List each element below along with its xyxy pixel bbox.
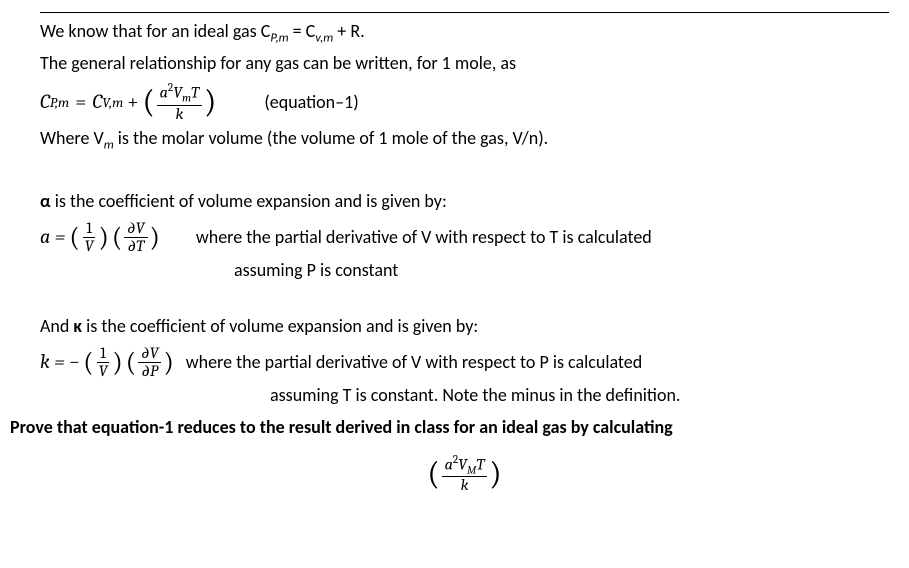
line3-sub: m bbox=[104, 138, 114, 153]
equation-1: CP,m = CV,m + ( a2VmT k ) (equation–1) bbox=[40, 82, 889, 122]
k-lp1: ( bbox=[83, 349, 93, 376]
alpha-frac1: 1 V bbox=[82, 220, 97, 255]
alpha-rp1: ) bbox=[99, 224, 109, 251]
alpha-intro-text: is the coefficient of volume expansion a… bbox=[51, 190, 447, 212]
line1-text-b: = C bbox=[289, 20, 316, 42]
alpha-lhs: a = bbox=[40, 223, 65, 251]
k-intro: And κ is the coefficient of volume expan… bbox=[40, 314, 889, 339]
k-note2: assuming T is constant. Note the minus i… bbox=[270, 383, 889, 408]
line1-sub2: v,m bbox=[315, 31, 333, 46]
line1-text-c: + R. bbox=[333, 20, 365, 42]
alpha-symbol: α bbox=[40, 190, 51, 212]
spacer-2 bbox=[40, 284, 889, 314]
alpha-lp2: ( bbox=[112, 224, 122, 251]
final-lparen: ( bbox=[427, 458, 439, 490]
eq1-num-T: T bbox=[191, 84, 199, 102]
spacer-1 bbox=[40, 159, 889, 189]
eq1-rparen: ) bbox=[204, 86, 216, 118]
alpha-note2: assuming P is constant bbox=[234, 258, 889, 283]
final-frac: a2VMT k bbox=[442, 454, 488, 494]
k-lhs: k = − bbox=[40, 348, 79, 376]
alpha-def-row: a = ( 1 V ) ( ∂V ∂T ) where the partial … bbox=[40, 220, 889, 255]
final-rparen: ) bbox=[489, 458, 501, 490]
alpha-num2: ∂V bbox=[124, 220, 147, 238]
k-def-row: k = − ( 1 V ) ( ∂V ∂P ) where the partia… bbox=[40, 345, 889, 380]
top-border bbox=[40, 12, 889, 13]
k-den2: ∂P bbox=[138, 363, 161, 380]
final-num-V: V bbox=[458, 455, 467, 473]
alpha-note1: where the partial derivative of V with r… bbox=[196, 225, 652, 250]
alpha-num1: 1 bbox=[83, 220, 95, 238]
eq1-num-V: V bbox=[173, 84, 182, 102]
eq1-num: a2VmT bbox=[157, 82, 202, 105]
eq1-equals: = bbox=[75, 88, 86, 116]
k-rp1: ) bbox=[112, 349, 122, 376]
eq1-den: k bbox=[172, 106, 186, 123]
line1-sub1: P,m bbox=[270, 31, 288, 46]
alpha-den2: ∂T bbox=[125, 238, 148, 255]
k-def-expr: k = − ( 1 V ) ( ∂V ∂P ) bbox=[40, 345, 174, 380]
alpha-def-expr: a = ( 1 V ) ( ∂V ∂T ) bbox=[40, 220, 160, 255]
k-num1: 1 bbox=[97, 345, 109, 363]
eq1-plus: + bbox=[127, 88, 138, 116]
eq1-lhs-sub: P,m bbox=[50, 93, 69, 113]
final-equation: ( a2VMT k ) bbox=[40, 454, 889, 494]
k-rp2: ) bbox=[163, 349, 173, 376]
line1-text-a: We know that for an ideal gas C bbox=[40, 20, 270, 42]
k-den1: V bbox=[96, 363, 111, 380]
intro-line-1: We know that for an ideal gas CP,m = Cv,… bbox=[40, 19, 889, 47]
intro-line-2: The general relationship for any gas can… bbox=[40, 51, 889, 76]
final-num-Vsub: M bbox=[467, 463, 476, 476]
eq1-num-Vsub: m bbox=[182, 92, 191, 105]
k-frac1: 1 V bbox=[96, 345, 111, 380]
eq1-lparen: ( bbox=[142, 86, 154, 118]
alpha-lp1: ( bbox=[69, 224, 79, 251]
k-frac2: ∂V ∂P bbox=[138, 345, 161, 380]
k-symbol: κ bbox=[73, 315, 82, 337]
eq1-rhs-sub: V,m bbox=[102, 93, 123, 113]
prove-line: Prove that equation-1 reduces to the res… bbox=[10, 415, 889, 440]
eq1-frac: a2VmT k bbox=[157, 82, 202, 122]
eq1-num-a: a bbox=[160, 84, 168, 102]
eq1-rhs-C: C bbox=[92, 88, 102, 116]
alpha-rp2: ) bbox=[150, 224, 160, 251]
final-num-a: a bbox=[445, 455, 453, 473]
final-den: k bbox=[458, 477, 472, 494]
line3-b: is the molar volume (the volume of 1 mol… bbox=[114, 127, 549, 149]
molar-volume-line: Where Vm is the molar volume (the volume… bbox=[40, 126, 889, 154]
k-intro-a: And bbox=[40, 315, 73, 337]
k-note1: where the partial derivative of V with r… bbox=[186, 350, 642, 375]
eq1-label: (equation–1) bbox=[264, 90, 358, 115]
eq1-lhs-C: C bbox=[40, 88, 50, 116]
line3-a: Where V bbox=[40, 127, 104, 149]
final-num: a2VMT bbox=[442, 454, 488, 477]
equation-1-expr: CP,m = CV,m + ( a2VmT k ) bbox=[40, 82, 216, 122]
alpha-intro: α is the coefficient of volume expansion… bbox=[40, 189, 889, 214]
alpha-frac2: ∂V ∂T bbox=[124, 220, 147, 255]
k-lp2: ( bbox=[126, 349, 136, 376]
k-intro-c: is the coefficient of volume expansion a… bbox=[82, 315, 478, 337]
final-expr: ( a2VMT k ) bbox=[427, 454, 501, 494]
final-num-T: T bbox=[476, 455, 484, 473]
alpha-den1: V bbox=[82, 238, 97, 255]
k-num2: ∂V bbox=[138, 345, 161, 363]
